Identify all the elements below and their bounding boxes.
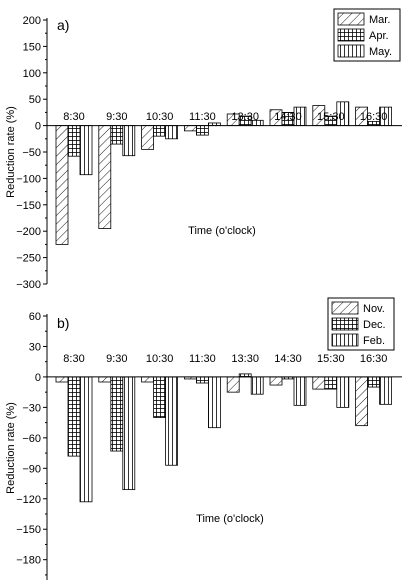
bar-b-dec-1030 (153, 376, 167, 418)
bar-a-may-1030 (165, 125, 179, 140)
y-tick-label: 60 (29, 311, 41, 323)
category-label: 11:30 (189, 111, 216, 123)
category-label: 14:30 (274, 353, 302, 365)
bar-a-may-930 (122, 125, 136, 157)
category-label: 15:30 (317, 111, 345, 123)
legend-label: May. (369, 46, 392, 58)
bar-a-apr-930 (110, 125, 124, 145)
bar-a-mar-1130 (183, 125, 197, 132)
x-axis-label: Time (o'clock) (196, 513, 264, 525)
legend-label: Dec. (363, 319, 386, 331)
category-label: 11:30 (189, 353, 216, 365)
bar-b-feb-930 (122, 376, 136, 491)
y-tick-label: −250 (16, 253, 41, 265)
bar-b-nov-1330 (226, 376, 240, 393)
y-tick-label: −150 (16, 524, 41, 536)
y-axis-label: Reduction rate (%) (5, 402, 17, 494)
category-label: 15:30 (317, 353, 345, 365)
y-tick-label: −300 (16, 279, 41, 291)
bar-a-mar-930 (98, 125, 112, 229)
legend: Nov. Dec. Feb. (327, 297, 395, 351)
category-label: 16:30 (360, 353, 388, 365)
y-tick-label: 50 (29, 94, 41, 106)
bar-b-feb-1430 (293, 376, 307, 406)
legend-swatch (337, 12, 365, 26)
legend-swatch (331, 333, 359, 347)
y-tick-label: −180 (16, 555, 41, 567)
category-label: 8:30 (63, 353, 84, 365)
bar-b-feb-1130 (207, 376, 221, 429)
legend-label: Feb. (363, 335, 385, 347)
bar-b-nov-1630 (355, 376, 369, 427)
y-tick-label: −30 (22, 402, 41, 414)
y-axis-label: Reduction rate (%) (5, 106, 17, 198)
category-label: 9:30 (106, 111, 127, 123)
bar-b-feb-1630 (379, 376, 393, 405)
legend-swatch (337, 44, 365, 58)
bar-b-nov-1430 (269, 376, 283, 386)
bar-b-nov-1030 (141, 376, 155, 383)
chart-panel-a: 8:30 9:30 10:30 11:30 13:30 14:30 15:30 16:30 20… (5, 8, 402, 291)
y-tick-label: −50 (22, 147, 41, 159)
legend-swatch (331, 317, 359, 331)
bar-b-dec-1630 (367, 376, 381, 388)
bar-b-nov-1530 (312, 376, 326, 390)
bar-a-apr-830 (67, 125, 81, 157)
y-tick-label: 0 (35, 372, 41, 384)
legend: Mar. Apr. May. (333, 8, 401, 62)
bar-b-feb-1330 (250, 376, 264, 395)
category-label: 10:30 (146, 353, 174, 365)
category-label: 13:30 (231, 353, 259, 365)
y-tick-label: −90 (22, 463, 41, 475)
category-label: 10:30 (146, 111, 174, 123)
x-axis-label: Time (o'clock) (188, 225, 256, 237)
y-tick-label: −200 (16, 226, 41, 238)
category-label: 9:30 (106, 353, 127, 365)
y-tick-label: 100 (23, 68, 41, 80)
category-label: 8:30 (63, 111, 84, 123)
chart-panel-b: 8:30 9:30 10:30 11:30 13:30 14:30 15:30 16:30 60… (5, 297, 402, 580)
y-tick-label: 200 (23, 15, 41, 27)
y-tick-label: −150 (16, 200, 41, 212)
bar-a-apr-1130 (195, 125, 209, 136)
bar-a-mar-1030 (141, 125, 155, 150)
bar-b-dec-930 (110, 376, 124, 452)
panel-label: b) (57, 315, 69, 331)
bar-b-feb-830 (79, 376, 93, 503)
category-label: 16:30 (360, 111, 388, 123)
bar-b-nov-930 (98, 376, 112, 383)
bar-b-feb-1530 (336, 376, 350, 408)
legend-label: Apr. (369, 30, 389, 42)
y-tick-label: 150 (23, 41, 41, 53)
legend-swatch (331, 301, 359, 315)
y-tick-label: 0 (35, 121, 41, 133)
bar-a-mar-830 (55, 125, 69, 245)
legend-label: Nov. (363, 303, 385, 315)
bar-a-may-830 (79, 125, 93, 176)
y-tick-label: −120 (16, 494, 41, 506)
bar-b-dec-1530 (324, 376, 338, 390)
y-tick-label: −100 (16, 173, 41, 185)
panel-label: a) (57, 17, 69, 33)
bar-b-dec-830 (67, 376, 81, 457)
bar-b-dec-1130 (195, 376, 209, 384)
category-label: 13:30 (231, 111, 259, 123)
category-label: 14:30 (274, 111, 302, 123)
legend-swatch (337, 28, 365, 42)
legend-label: Mar. (369, 14, 390, 26)
bar-a-apr-1030 (153, 125, 167, 137)
bar-b-feb-1030 (165, 376, 179, 466)
y-tick-label: −60 (22, 433, 41, 445)
bar-b-nov-830 (55, 376, 69, 383)
y-tick-label: 30 (29, 341, 41, 353)
